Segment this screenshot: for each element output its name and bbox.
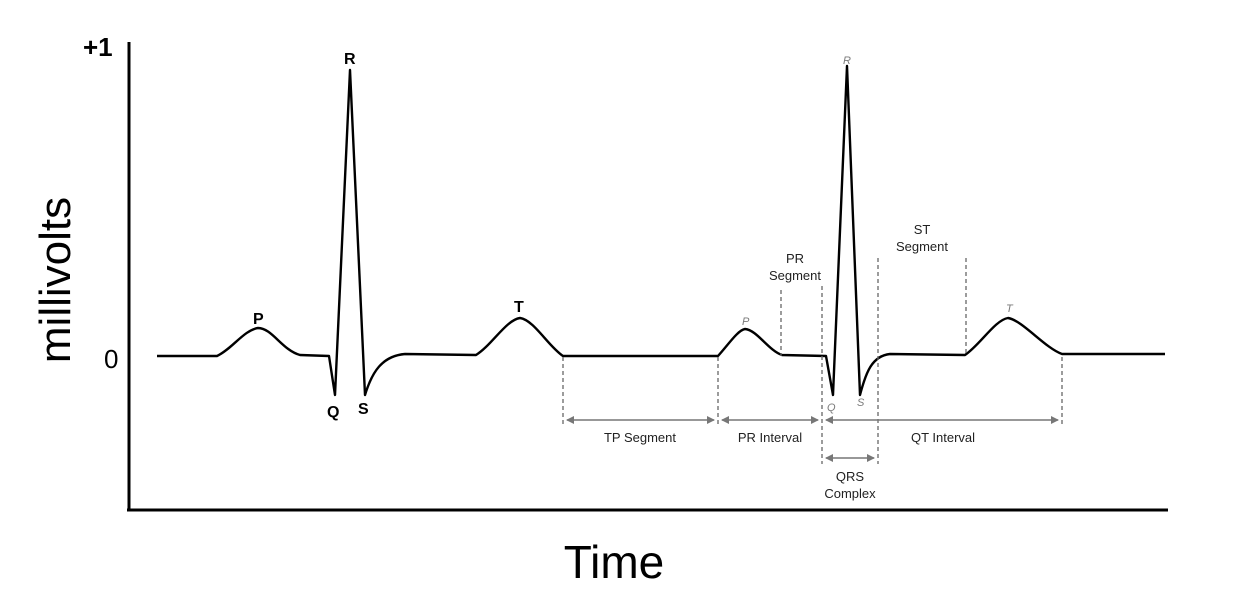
r-wave-label: R — [344, 51, 356, 68]
st-segment-label-line: Segment — [896, 239, 948, 254]
qrs-complex-label-line: QRS — [836, 469, 865, 484]
s-wave-label-2: S — [857, 397, 865, 409]
p-wave-label: P — [253, 311, 264, 328]
y-top-tick-label: +1 — [83, 32, 113, 62]
tp-segment-label: TP Segment — [604, 430, 676, 445]
p-wave-label-2: P — [742, 316, 750, 328]
pr-segment-label-line: PR — [786, 251, 804, 266]
t-wave-label-2: T — [1006, 303, 1014, 315]
pr-interval-label: PR Interval — [738, 430, 802, 445]
x-axis-label: Time — [564, 536, 665, 588]
pr-segment-label-line: Segment — [769, 268, 821, 283]
y-zero-tick-label: 0 — [104, 344, 118, 374]
qrs-complex-label-line: Complex — [824, 486, 876, 501]
pr-segment-label: PR Segment — [769, 251, 821, 283]
st-segment-label: ST Segment — [896, 222, 948, 254]
s-wave-label: S — [358, 401, 369, 418]
st-segment-label-line: ST — [914, 222, 931, 237]
qt-interval-label: QT Interval — [911, 430, 975, 445]
ecg-waveform — [157, 64, 1165, 397]
y-axis-label: millivolts — [31, 197, 80, 363]
qrs-complex-label: QRS Complex — [824, 469, 876, 501]
q-wave-label: Q — [327, 404, 339, 421]
q-wave-label-2: Q — [827, 402, 836, 414]
r-wave-label-2: R — [843, 55, 851, 67]
t-wave-label: T — [514, 299, 524, 316]
